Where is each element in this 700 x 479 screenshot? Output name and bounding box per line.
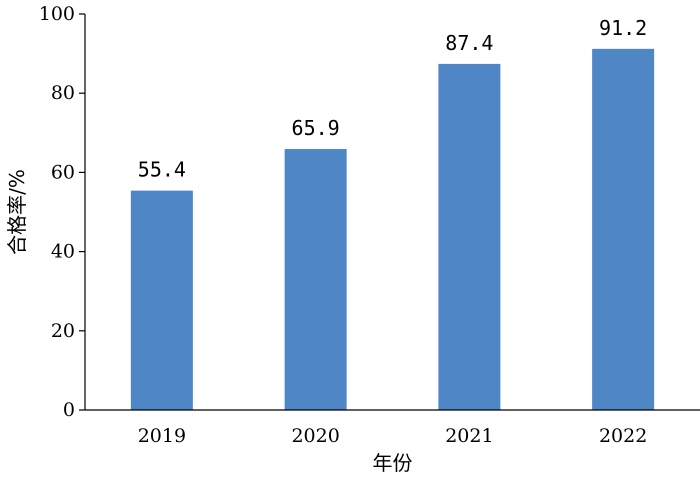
bar [438,63,501,411]
data-label: 65.9 [292,116,340,140]
x-tick-label: 2020 [291,425,339,447]
y-tick-label: 0 [63,399,75,421]
data-label: 55.4 [138,158,186,182]
data-label: 87.4 [445,31,493,55]
bar [592,48,655,411]
bar [284,149,347,410]
bar [130,190,193,410]
x-tick-label: 2022 [599,425,647,447]
y-tick-label: 100 [39,3,75,25]
y-tick-label: 40 [51,241,75,263]
x-axis-title: 年份 [373,451,413,475]
bars [130,48,655,411]
y-axis-ticks: 0 20 40 60 80 100 [39,3,85,421]
x-tick-label: 2019 [138,425,186,447]
y-tick-label: 20 [51,320,75,342]
x-tick-label: 2021 [445,425,493,447]
y-axis-title: 合格率/% [5,169,29,255]
data-labels: 55.4 65.9 87.4 91.2 [138,16,647,182]
x-axis-ticks: 2019 2020 2021 2022 [138,425,648,447]
y-tick-label: 80 [51,82,75,104]
y-tick-label: 60 [51,161,75,183]
data-label: 91.2 [599,16,647,40]
